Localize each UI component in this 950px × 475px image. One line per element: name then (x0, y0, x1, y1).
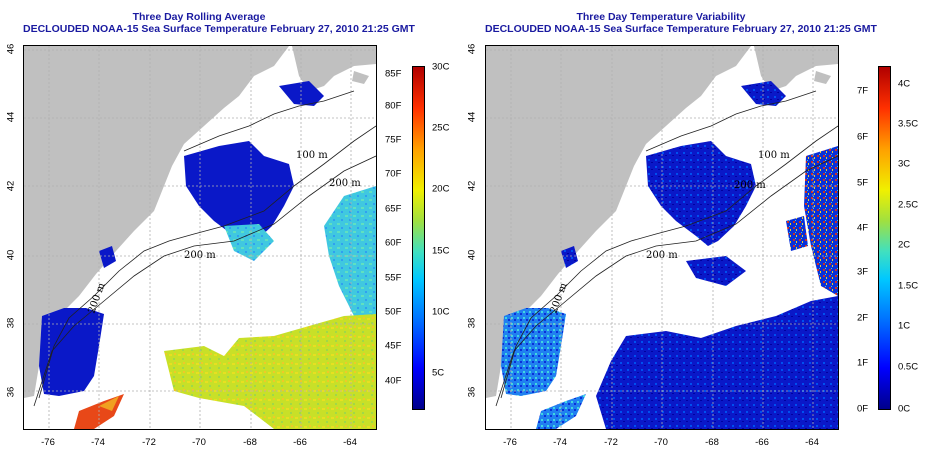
right-cb-c-label: 2C (898, 239, 911, 251)
left-cb-f-label: 65F (385, 203, 402, 215)
right-low-variability (501, 81, 838, 429)
left-cb-c-label: 10C (432, 306, 450, 318)
left-x-tick: -66 (293, 437, 307, 448)
right-title-line1: Three Day Temperature Variability (576, 11, 746, 23)
right-x-tick: -70 (654, 437, 668, 448)
left-contour-label-4: 200 m (86, 281, 107, 315)
right-cb-f-label: 6F (857, 131, 869, 143)
right-y-tick: 36 (466, 386, 478, 398)
left-sst-map: 100 m 200 m 200 m 200 m (23, 45, 377, 430)
right-bathymetry-contours (495, 90, 838, 407)
left-cb-c-label: 25C (432, 122, 450, 134)
right-y-tick: 40 (466, 249, 478, 261)
left-x-tick: -74 (91, 437, 105, 448)
left-warm-water (74, 186, 376, 429)
right-x-tick: -74 (553, 437, 567, 448)
right-graticule (486, 46, 838, 429)
right-y-tick: 46 (466, 43, 478, 55)
right-cb-f-label: 5F (857, 177, 869, 189)
right-x-tick: -72 (604, 437, 618, 448)
left-panel-title: Three Day Rolling Average DECLOUDED NOAA… (23, 11, 415, 35)
right-cb-c-label: 0.5C (898, 361, 919, 373)
right-cb-f-label: 3F (857, 266, 869, 278)
left-x-tick: -76 (41, 437, 55, 448)
right-variability-map: 100 m 200 m 200 m 200 m (485, 45, 839, 430)
right-cb-c-label: 0C (898, 403, 911, 415)
left-landmass (24, 46, 376, 398)
right-cb-c-label: 4C (898, 78, 911, 90)
left-y-tick: 44 (5, 111, 17, 123)
left-cold-shelf (39, 81, 324, 396)
right-cb-c-label: 1.5C (898, 280, 919, 292)
right-cb-c-label: 3.5C (898, 118, 919, 130)
right-contour-label-4: 200 m (548, 281, 569, 315)
left-title-line1: Three Day Rolling Average (132, 11, 266, 23)
left-x-tick: -70 (192, 437, 206, 448)
left-cb-f-label: 50F (385, 306, 402, 318)
left-title-line2: DECLOUDED NOAA-15 Sea Surface Temperatur… (23, 23, 415, 35)
left-x-tick: -72 (142, 437, 156, 448)
left-cb-c-label: 5C (432, 367, 445, 379)
left-map-canvas: 100 m 200 m 200 m 200 m (24, 46, 376, 429)
right-cb-c-label: 1C (898, 320, 911, 332)
right-x-tick: -76 (503, 437, 517, 448)
left-cb-f-label: 85F (385, 68, 402, 80)
right-contour-label-2: 200 m (646, 250, 678, 261)
left-contour-label-2: 200 m (184, 250, 216, 261)
left-cb-f-label: 60F (385, 237, 402, 249)
left-y-tick: 42 (5, 180, 17, 192)
right-contour-label-3: 200 m (734, 180, 766, 191)
right-x-tick: -64 (805, 437, 819, 448)
left-cb-f-label: 70F (385, 168, 402, 180)
left-graticule (24, 46, 376, 429)
right-y-tick: 38 (466, 317, 478, 329)
left-cb-f-label: 80F (385, 100, 402, 112)
left-bathymetry-contours (33, 90, 376, 407)
left-cb-c-label: 20C (432, 183, 450, 195)
left-cb-c-label: 30C (432, 61, 450, 73)
left-contour-label-3: 200 m (329, 178, 361, 189)
left-y-tick: 38 (5, 317, 17, 329)
right-y-tick: 44 (466, 111, 478, 123)
left-cb-f-label: 75F (385, 134, 402, 146)
right-contour-label-1: 100 m (758, 150, 790, 161)
left-cb-c-label: 15C (432, 245, 450, 257)
left-y-tick: 46 (5, 43, 17, 55)
left-colorbar (412, 66, 425, 410)
right-cb-f-label: 1F (857, 357, 869, 369)
right-panel-title: Three Day Temperature Variability DECLOU… (485, 11, 877, 35)
right-title-line2: DECLOUDED NOAA-15 Sea Surface Temperatur… (485, 23, 877, 35)
right-map-canvas: 100 m 200 m 200 m 200 m (486, 46, 838, 429)
right-colorbar (878, 66, 891, 410)
right-x-tick: -66 (755, 437, 769, 448)
right-cb-c-label: 3C (898, 158, 911, 170)
right-landmass (486, 46, 838, 398)
left-cb-f-label: 40F (385, 375, 402, 387)
left-y-tick: 36 (5, 386, 17, 398)
left-y-tick: 40 (5, 249, 17, 261)
right-x-tick: -68 (705, 437, 719, 448)
right-cb-f-label: 4F (857, 222, 869, 234)
right-cb-f-label: 2F (857, 312, 869, 324)
left-x-tick: -68 (243, 437, 257, 448)
right-y-tick: 42 (466, 180, 478, 192)
left-x-tick: -64 (343, 437, 357, 448)
left-contour-label-1: 100 m (296, 150, 328, 161)
left-cb-f-label: 55F (385, 272, 402, 284)
right-cb-f-label: 0F (857, 403, 869, 415)
right-cb-c-label: 2.5C (898, 199, 919, 211)
right-cb-f-label: 7F (857, 85, 869, 97)
left-cb-f-label: 45F (385, 340, 402, 352)
